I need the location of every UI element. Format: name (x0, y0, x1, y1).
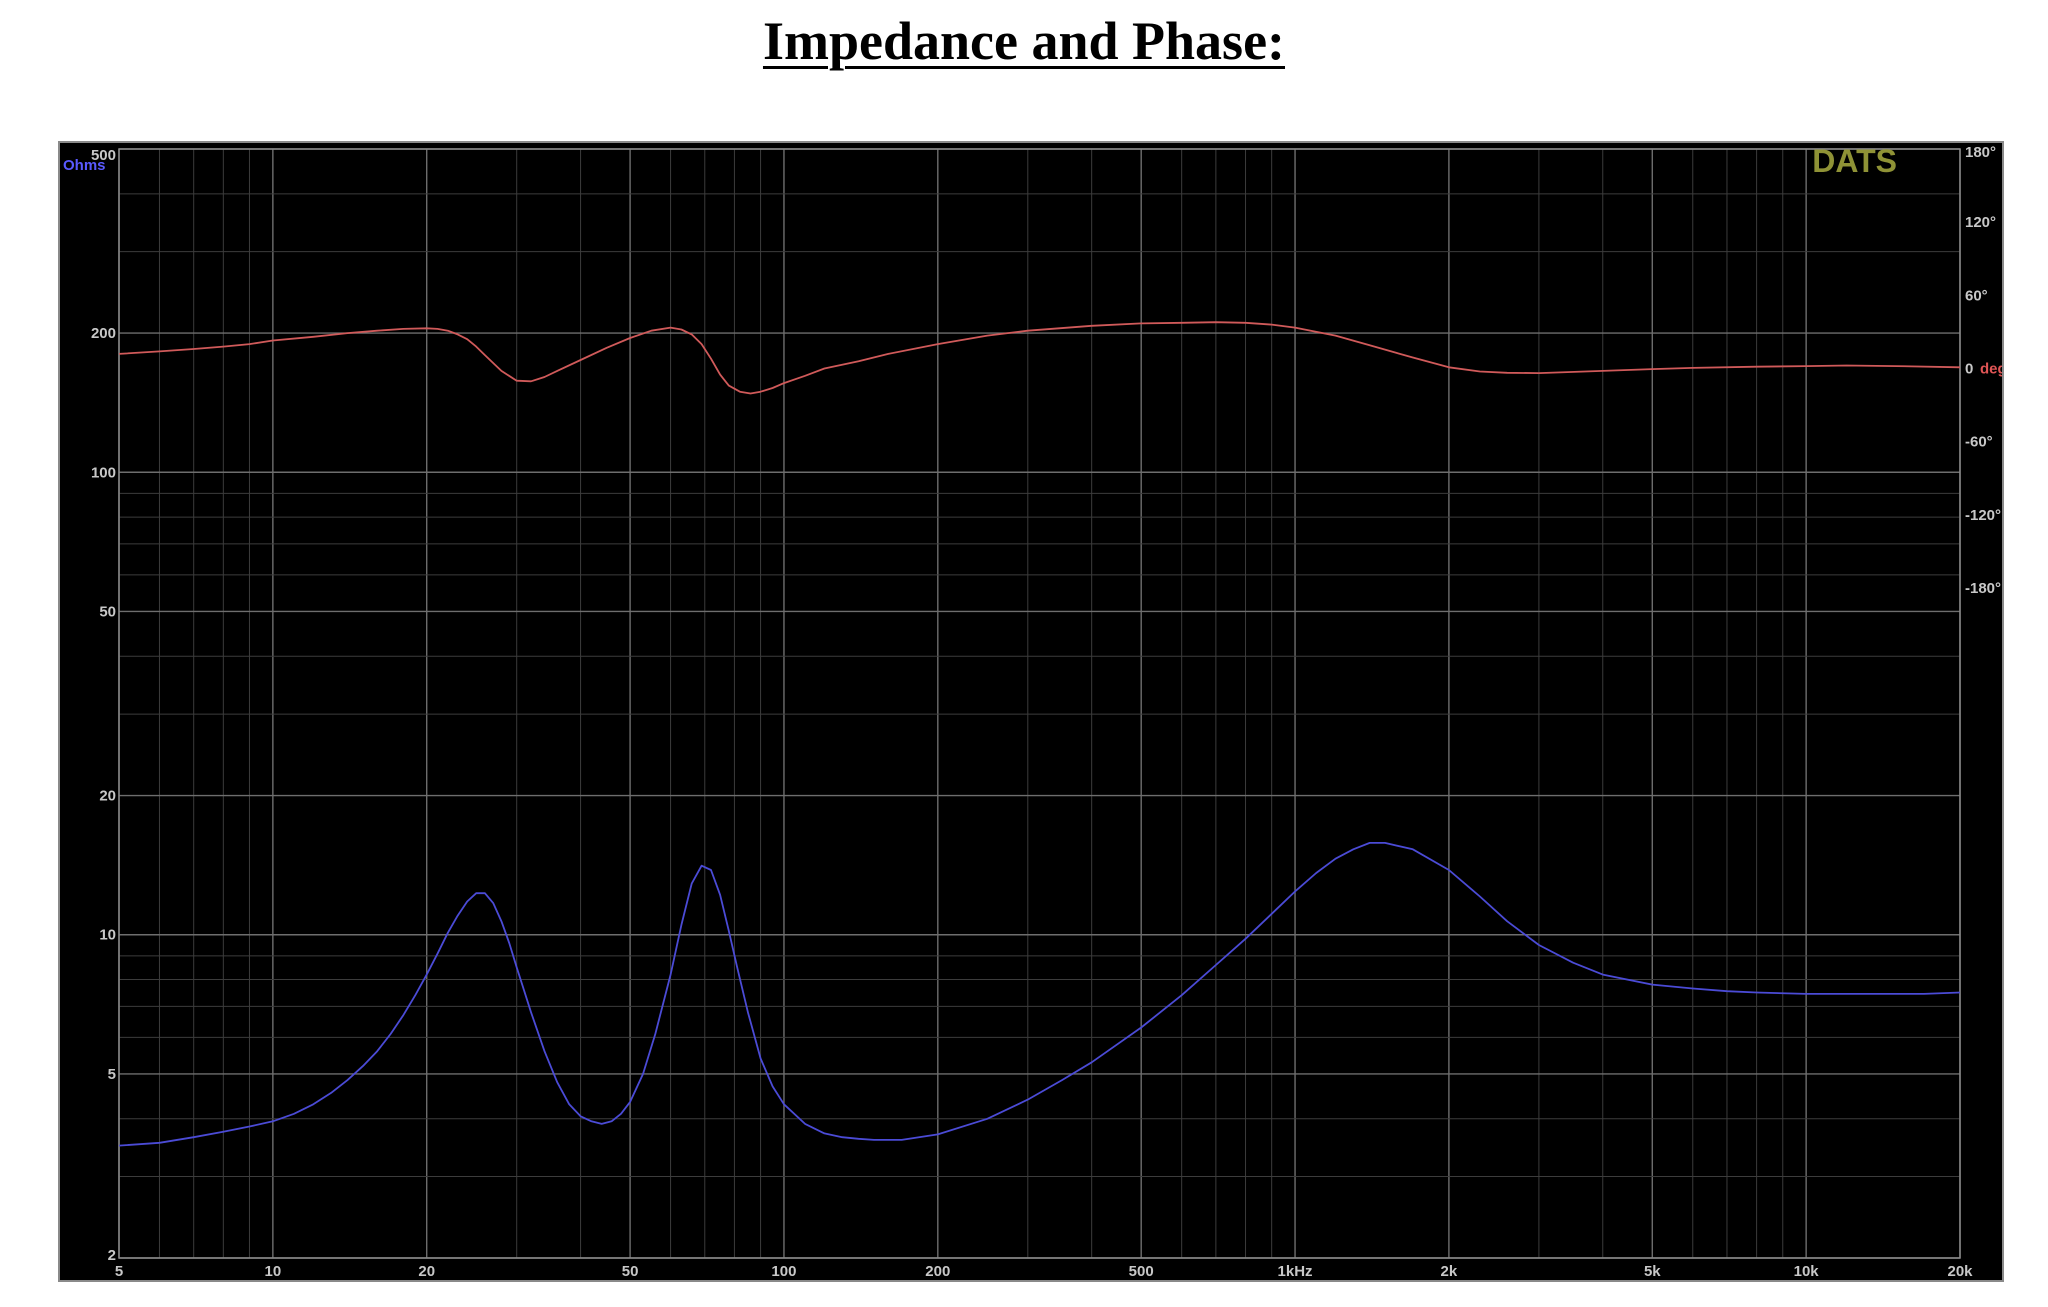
x-tick-label: 10k (1794, 1263, 1820, 1280)
series (118, 321, 1961, 1147)
y-left-tick-label: 50 (99, 603, 116, 620)
x-tick-label: 5k (1644, 1263, 1661, 1280)
page-title: Impedance and Phase: (762, 11, 1286, 71)
y-right-tick-label: 180° (1965, 144, 1996, 161)
grid (118, 148, 1961, 1259)
y-right-tick-label: 0 (1965, 361, 1973, 378)
x-tick-label: 2k (1441, 1263, 1458, 1280)
y-right-tick-label: -60° (1965, 434, 1993, 451)
y-right-tick-label: 60° (1965, 287, 1988, 304)
x-tick-label: 5 (115, 1263, 123, 1280)
phase-line (118, 321, 1961, 395)
y-right-tick-label: -180° (1965, 580, 2001, 597)
y-left-tick-label: 5 (108, 1066, 116, 1083)
y-right-tick-label: 120° (1965, 214, 1996, 231)
x-tick-label: 10 (265, 1263, 282, 1280)
y-left-tick-label: 500 (91, 147, 116, 164)
y-left-tick-label: 2 (108, 1247, 116, 1264)
right-axis-ticks: 180° 120° 60° 0 deg -60° -120° -180° (1965, 144, 2002, 597)
x-tick-label: 200 (925, 1263, 950, 1280)
left-axis-ticks: 500 200 100 50 20 10 5 2 (91, 147, 116, 1264)
x-tick-label: 20k (1947, 1263, 1973, 1280)
y-right-tick-label: -120° (1965, 507, 2001, 524)
y-left-tick-label: 200 (91, 325, 116, 342)
impedance-line (118, 842, 1961, 1147)
x-tick-label: 50 (622, 1263, 639, 1280)
y-left-tick-label: 20 (99, 788, 116, 805)
dats-watermark: DATS (1812, 143, 1897, 179)
x-tick-label: 20 (418, 1263, 435, 1280)
plot-border (118, 148, 1961, 1259)
y-left-tick-label: 10 (99, 927, 116, 944)
left-axis-unit: Ohms (63, 157, 106, 174)
x-tick-label: 1kHz (1278, 1263, 1313, 1280)
chart-background (60, 143, 2002, 1280)
x-tick-label: 500 (1129, 1263, 1154, 1280)
y-right-unit: deg (1980, 361, 2002, 378)
x-axis-ticks: 5 10 20 50 100 200 500 1kHz 2k 5k 10k 20k (115, 1263, 1973, 1280)
y-left-tick-label: 100 (91, 464, 116, 481)
x-tick-label: 100 (771, 1263, 796, 1280)
